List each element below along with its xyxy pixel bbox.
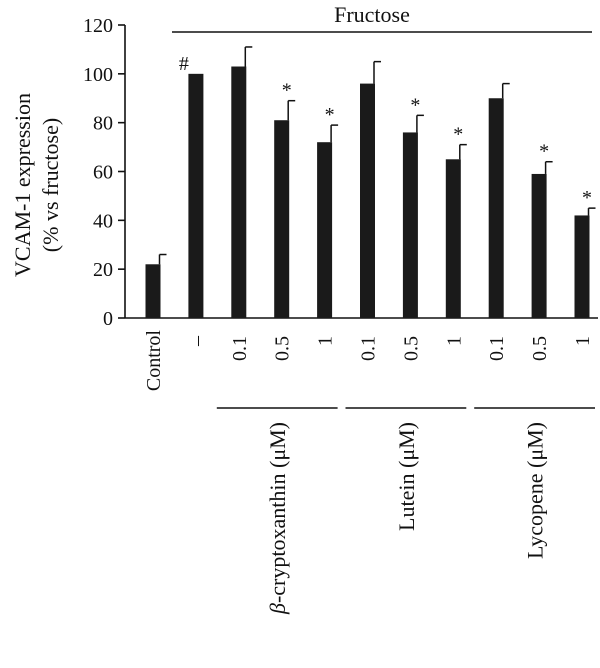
x-axis-labels: Control – 0.1 0.5 1 0.1 0.5 1 0.1 0.5 1 β-cryptoxan… — [143, 330, 595, 615]
group-label-text: -cryptoxanthin (μM) — [265, 422, 290, 603]
y-tick-label: 0 — [103, 308, 113, 330]
significance-hash: # — [179, 53, 189, 75]
significance-star: * — [282, 80, 292, 102]
x-tick-label: 0.5 — [529, 336, 551, 361]
group-label: Lutein (μM) — [394, 422, 419, 531]
bar — [145, 264, 161, 318]
x-tick-label: Control — [143, 330, 165, 392]
group-label: Lycopene (μM) — [523, 422, 548, 559]
group-label-text: Lycopene (μM) — [523, 422, 548, 559]
bar — [531, 173, 547, 318]
bar — [488, 98, 504, 318]
x-tick-label: – — [186, 335, 208, 347]
bar — [445, 159, 461, 318]
y-tick-label: 80 — [93, 113, 113, 135]
x-tick-label: 1 — [572, 336, 594, 346]
y-tick-label: 20 — [93, 259, 113, 281]
x-tick-label: 0.1 — [358, 336, 380, 361]
x-tick-label: 0.5 — [272, 336, 294, 361]
bar — [274, 120, 290, 318]
significance-star: * — [410, 94, 420, 116]
bar — [188, 73, 204, 318]
significance-star: * — [325, 104, 335, 126]
bar — [360, 83, 375, 318]
group-label-text: Lutein (μM) — [394, 422, 419, 531]
x-tick-label: 0.5 — [400, 336, 422, 361]
y-tick-label: 120 — [83, 15, 113, 37]
x-tick-label: 0.1 — [486, 336, 508, 361]
bar — [574, 215, 590, 318]
y-tick-label: 40 — [93, 210, 113, 232]
x-tick-label: 1 — [443, 336, 465, 346]
y-axis: 0 20 40 60 80 100 120 — [83, 15, 598, 330]
bar — [231, 66, 247, 318]
group-label: β-cryptoxanthin (μM) — [265, 422, 290, 615]
significance-star: * — [453, 124, 463, 146]
bars: # * * * * * * — [145, 46, 596, 318]
y-axis-label-line1: VCAM-1 expression — [10, 93, 35, 277]
x-tick-label: 0.1 — [229, 336, 251, 361]
bar — [317, 142, 333, 318]
fructose-label: Fructose — [334, 2, 410, 27]
y-axis-label-line2: (% vs fructose) — [38, 118, 63, 252]
group-label-prefix: β — [265, 603, 290, 615]
significance-star: * — [582, 187, 592, 209]
x-tick-label: 1 — [315, 336, 337, 346]
bar — [402, 132, 418, 318]
significance-star: * — [539, 141, 549, 163]
y-tick-label: 60 — [93, 162, 113, 184]
y-tick-label: 100 — [83, 64, 113, 86]
